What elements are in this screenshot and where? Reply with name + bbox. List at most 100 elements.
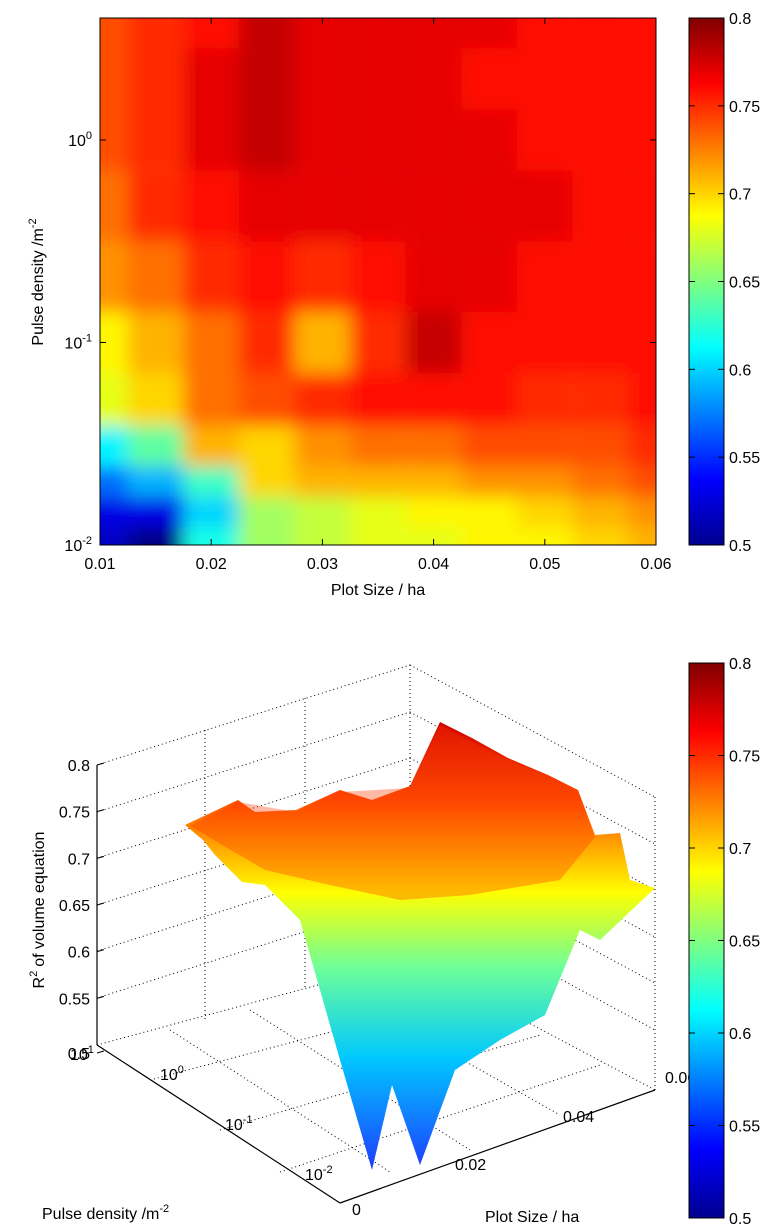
surface-mesh xyxy=(185,722,655,1170)
heatmap-cell xyxy=(572,425,629,467)
colorbar-tick-label: 0.65 xyxy=(729,934,760,951)
heatmap-cell xyxy=(183,311,239,373)
colorbar-tick-label: 0.5 xyxy=(729,1211,751,1228)
heatmap-cell xyxy=(405,311,462,373)
heatmap-cell xyxy=(127,48,184,110)
heatmap-cell xyxy=(239,241,295,312)
surface-y-tick-label: 10-2 xyxy=(305,1164,333,1184)
heatmap-cell xyxy=(405,18,462,49)
heatmap-cell xyxy=(350,496,406,528)
heatmap-cell xyxy=(572,18,629,49)
heatmap-cell xyxy=(405,170,462,242)
surface-mesh-highlight xyxy=(190,725,595,900)
colorbar-tick-label: 0.55 xyxy=(729,1119,760,1136)
surface-y-tick-label-exp: -1 xyxy=(243,1114,253,1126)
heatmap-cell xyxy=(127,372,184,426)
heatmap-cell xyxy=(100,527,128,545)
heatmap-x-tick-label: 0.02 xyxy=(196,556,227,573)
heatmap-cell xyxy=(239,372,295,426)
heatmap-y-axis-label-main: Pulse density /m xyxy=(30,228,47,345)
heatmap-cell xyxy=(517,241,573,312)
heatmap-cell xyxy=(628,241,656,312)
surface-y-tick-label-base: 10 xyxy=(225,1117,243,1134)
heatmap-cell xyxy=(517,466,573,497)
surface-z-axis-label-sup: 2 xyxy=(28,971,40,977)
heatmap-cell xyxy=(239,496,295,528)
surface-y-tick-label: 10-1 xyxy=(225,1114,253,1134)
heatmap-cell xyxy=(628,18,656,49)
heatmap-cell xyxy=(239,527,295,545)
surface-y-tick-label-base: 10 xyxy=(160,1067,178,1084)
heatmap-cell xyxy=(405,372,462,426)
surface-x-tick-label: 0 xyxy=(352,1202,361,1219)
surface-z-tick-label: 0.6 xyxy=(68,945,90,962)
heatmap-cell xyxy=(405,466,462,497)
heatmap-cell xyxy=(100,241,128,312)
heatmap-cell xyxy=(461,466,517,497)
surface-x-tick-label: 0.02 xyxy=(455,1157,486,1174)
heatmap-cell xyxy=(239,425,295,467)
surface-z-tick-label: 0.8 xyxy=(68,758,90,775)
surface-y-axis-label-sup: -2 xyxy=(159,1203,169,1215)
surface-colorbar-ticks: 0.5 0.55 0.6 0.65 0.7 0.75 0.8 xyxy=(689,656,760,1228)
heatmap-y-tick-label: 10-2 xyxy=(64,535,92,555)
colorbar-tick-label: 0.7 xyxy=(729,187,751,204)
heatmap-cell xyxy=(628,48,656,110)
heatmap-cell xyxy=(628,170,656,242)
heatmap-cell xyxy=(350,311,406,373)
heatmap-cell xyxy=(183,48,239,110)
heatmap-cell xyxy=(294,496,351,528)
heatmap-cell xyxy=(127,109,184,171)
heatmap-cell xyxy=(461,372,517,426)
heatmap-cell xyxy=(183,496,239,528)
heatmap-cell xyxy=(517,425,573,467)
heatmap-cell xyxy=(294,170,351,242)
heatmap-cell xyxy=(350,425,406,467)
heatmap-cell xyxy=(183,170,239,242)
surface-z-tick-label: 0.5 xyxy=(68,1046,90,1063)
heatmap-cell xyxy=(517,18,573,49)
colorbar-tick-label: 0.6 xyxy=(729,1026,751,1043)
colorbar-tick-label: 0.8 xyxy=(729,656,751,673)
surface-x-tick-label: 0.04 xyxy=(563,1109,594,1126)
heatmap-cell xyxy=(350,466,406,497)
heatmap-x-tick-label: 0.05 xyxy=(529,556,560,573)
heatmap-cell xyxy=(572,496,629,528)
heatmap-cell xyxy=(572,527,629,545)
heatmap-cell xyxy=(405,496,462,528)
heatmap-cell xyxy=(350,18,406,49)
heatmap-colorbar-ticks: 0.5 0.55 0.6 0.65 0.7 0.75 0.8 xyxy=(689,11,760,555)
heatmap-y-tick-label: 10-1 xyxy=(64,332,92,352)
heatmap-x-tick-label: 0.06 xyxy=(640,556,671,573)
heatmap-y-tick-label-exp: -1 xyxy=(82,332,92,344)
heatmap-cell xyxy=(294,48,351,110)
heatmap-y-tick-label-base: 10 xyxy=(64,335,82,352)
heatmap-cell xyxy=(461,48,517,110)
heatmap-cell xyxy=(239,466,295,497)
heatmap-x-tick-label: 0.04 xyxy=(418,556,449,573)
heatmap-x-axis-label: Plot Size / ha xyxy=(331,582,425,599)
surface-z-tick-mark xyxy=(96,809,105,813)
surface-x-ticks: 0 0.02 0.04 0.06 xyxy=(352,1070,696,1219)
heatmap-cell xyxy=(461,18,517,49)
heatmap-y-axis-label-sup: -2 xyxy=(27,218,39,228)
heatmap-cell xyxy=(127,18,184,49)
colorbar-tick-label: 0.55 xyxy=(729,450,760,467)
heatmap-cell xyxy=(405,425,462,467)
colorbar-tick-label: 0.65 xyxy=(729,275,760,292)
heatmap-cell xyxy=(183,466,239,497)
heatmap-y-axis-label: Pulse density /m-2 xyxy=(27,218,47,345)
surface-y-axis-label-main: Pulse density /m xyxy=(42,1206,159,1223)
heatmap-cell xyxy=(461,496,517,528)
colorbar-tick-label: 0.7 xyxy=(729,841,751,858)
heatmap-cell xyxy=(405,527,462,545)
surface-z-tick-mark xyxy=(96,1050,105,1054)
heatmap-cell xyxy=(294,311,351,373)
heatmap-cell xyxy=(183,109,239,171)
heatmap-cell xyxy=(127,311,184,373)
heatmap-cell xyxy=(100,466,128,497)
heatmap-y-tick-label-exp: -2 xyxy=(82,535,92,547)
heatmap-cell xyxy=(183,18,239,49)
heatmap-x-ticks: 0.01 0.02 0.03 0.04 0.05 0.06 xyxy=(84,18,672,573)
